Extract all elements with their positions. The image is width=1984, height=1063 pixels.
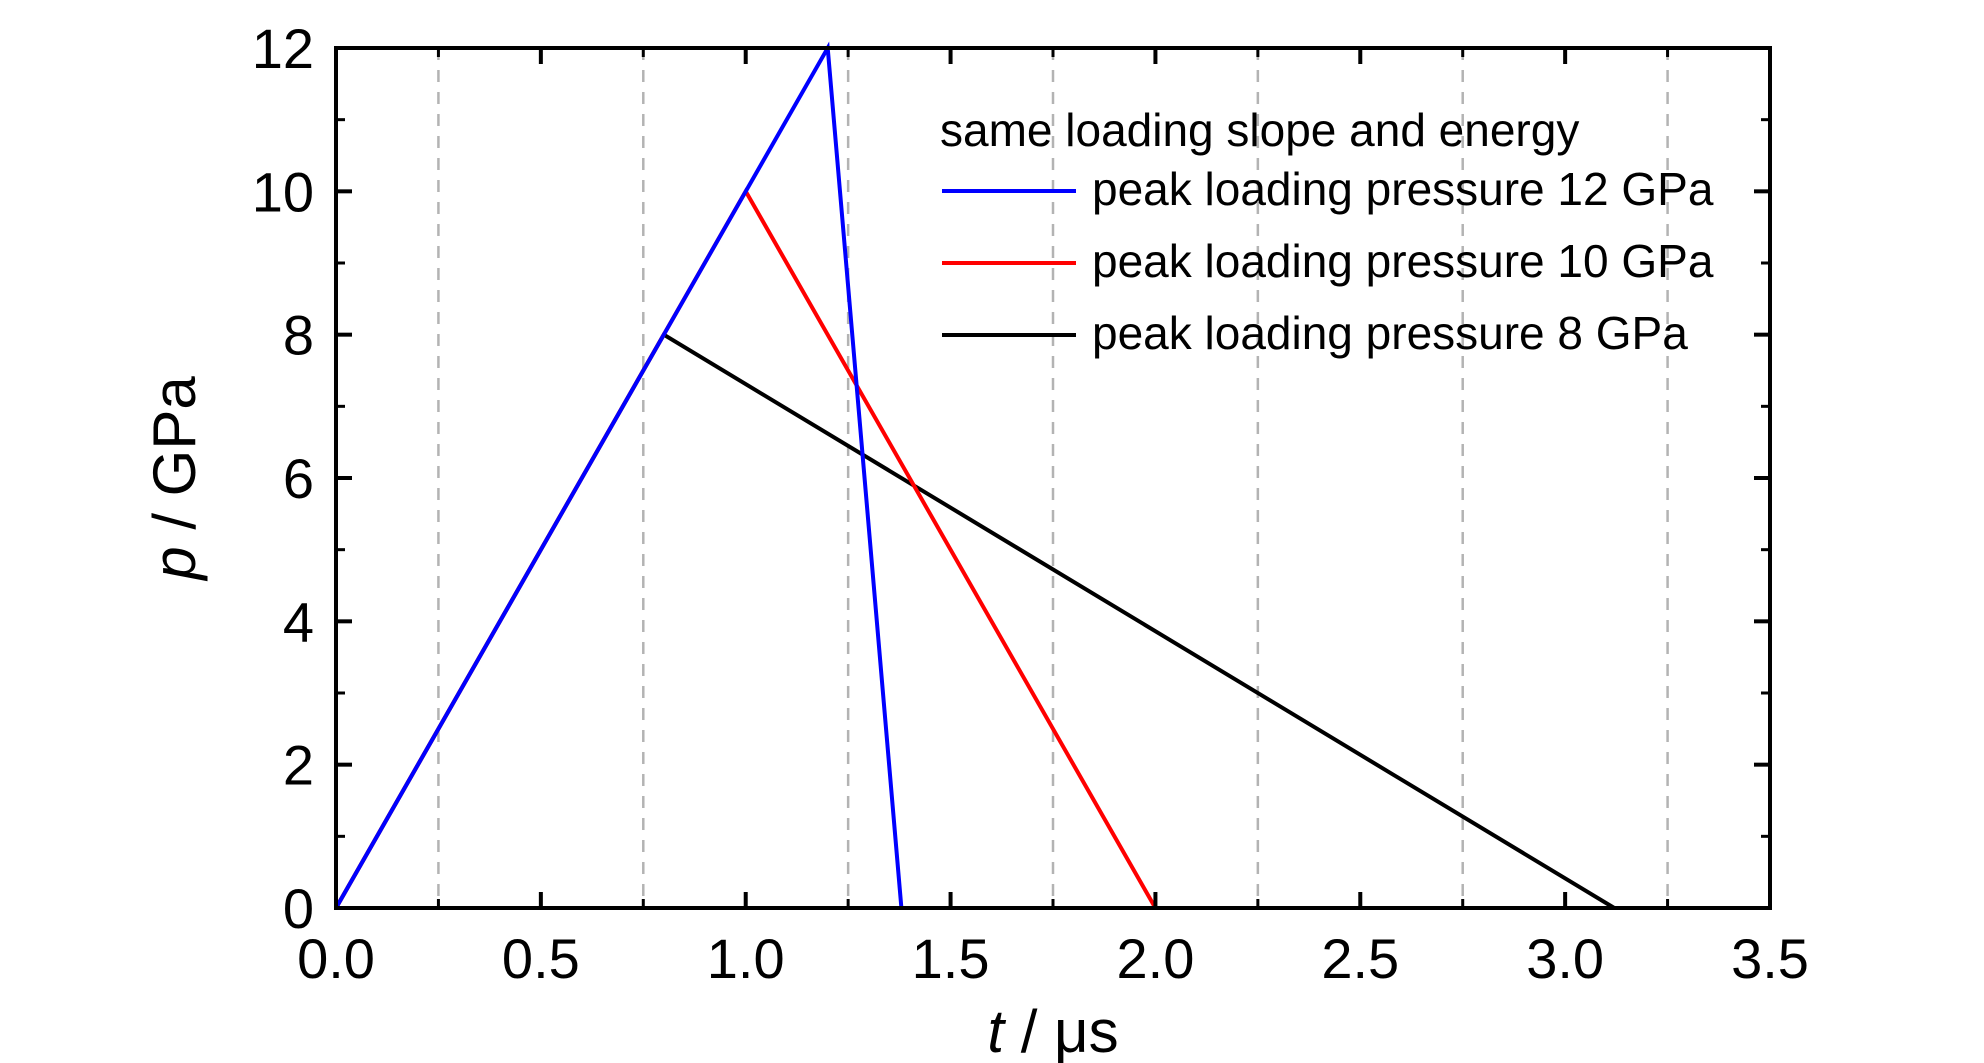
y-tick-label: 0 [283,877,314,940]
series-line [334,331,1616,910]
y-tick-label: 4 [283,590,314,653]
y-tick-label: 2 [283,734,314,797]
legend-entry: peak loading pressure 10 GPa [1092,235,1714,287]
y-axis-label: p / GPa [141,376,208,582]
x-tick-label: 3.5 [1731,927,1809,990]
y-axis-variable: p [141,546,208,581]
x-tick-label: 1.0 [707,927,785,990]
x-tick-label: 2.5 [1321,927,1399,990]
y-axis-unit: / GPa [141,376,208,547]
x-tick-label: 0.0 [297,927,375,990]
x-axis-variable: t [987,998,1006,1063]
tick-labels: 0.0 0.5 1.0 1.5 2.0 2.5 3.0 3.5 0 2 4 6 8 10 12 [252,17,1809,990]
x-tick-label: 0.5 [502,927,580,990]
legend-entry: peak loading pressure 8 GPa [1092,307,1688,359]
legend: same loading slope and energy peak loadi… [940,104,1714,359]
legend-title: same loading slope and energy [940,104,1579,156]
x-axis-unit: / μs [1004,998,1119,1063]
y-tick-label: 6 [283,447,314,510]
y-tick-label: 8 [283,304,314,367]
series-line [334,41,904,909]
y-tick-label: 10 [252,160,314,223]
series-line [334,187,1158,909]
x-tick-label: 2.0 [1116,927,1194,990]
x-tick-label: 3.0 [1526,927,1604,990]
x-axis-label: t / μs [987,998,1118,1063]
legend-entry: peak loading pressure 12 GPa [1092,163,1714,215]
x-tick-label: 1.5 [912,927,990,990]
y-tick-label: 12 [252,17,314,80]
axis-ticks [334,46,1772,910]
